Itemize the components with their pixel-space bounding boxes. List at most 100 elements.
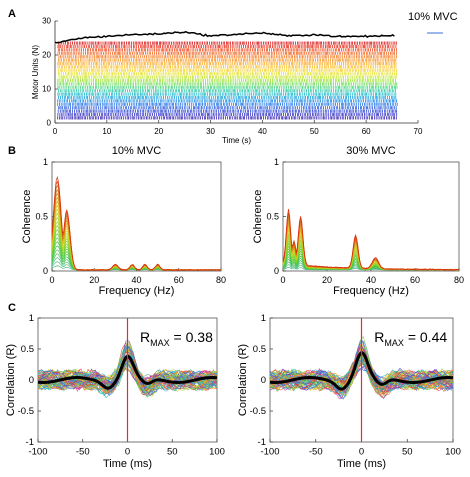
coherence-10-coherence-curve (51, 229, 222, 271)
motor-unit-raster-x-tick-label: 20 (154, 127, 163, 136)
coherence-10-y-axis-label: Coherence (21, 190, 33, 244)
coherence-30-coherence-curve (282, 224, 460, 271)
coherence-10-x-tick-label: 80 (216, 275, 226, 285)
corr-30-y-tick-label: -1 (258, 437, 266, 448)
coherence-10-coherence-curve (51, 196, 221, 271)
coherence-30-y-axis-label: Coherence (252, 190, 264, 244)
corr-10-y-tick-label: 0.5 (21, 344, 34, 355)
coherence-30-coherence-curve (282, 214, 459, 271)
motor-unit-spike-train (57, 99, 397, 103)
motor-unit-spike-train (57, 44, 397, 49)
coherence-10-x-axis-label: Frequency (Hz) (99, 285, 175, 297)
coherence-10-x-tick-label: 60 (174, 275, 184, 285)
corr-30-rmax-annotation: RMAX = 0.44 (374, 329, 447, 348)
coherence-10-coherence-curve (51, 224, 222, 271)
corr-10-y-tick-label: -0.5 (18, 406, 34, 417)
coherence-30-coherence-curve (282, 212, 460, 271)
corr-30-x-tick-label: 0 (359, 447, 364, 458)
corr-10-x-axis-label: Time (ms) (103, 458, 152, 470)
coherence-10-coherence-curve (51, 200, 222, 271)
coherence-10-coherence-curve (51, 188, 222, 271)
coherence-30-coherence-curve (282, 208, 460, 271)
coherence-10-title: 10% MVC (112, 145, 162, 157)
coherence-10-coherence-curve (51, 176, 221, 271)
force-level-label: 10% MVC (408, 11, 458, 23)
corr-30-x-tick-label: 50 (402, 447, 413, 458)
coherence-30-x-tick-label: 0 (280, 275, 285, 285)
motor-unit-spike-train (57, 61, 397, 66)
coherence-10-coherence-curve (51, 216, 222, 271)
coherence-10-coherence-curve (51, 237, 222, 271)
coherence-10-coherence-curve (51, 180, 222, 271)
coherence-10-coherence-curve (51, 249, 222, 271)
coherence-30-x-tick-label: 20 (322, 275, 332, 285)
corr-10-x-tick-label: -100 (28, 447, 47, 458)
corr-10-x-tick-label: -50 (76, 447, 90, 458)
motor-unit-raster-y-tick-label: 30 (42, 17, 51, 26)
motor-unit-spike-train (58, 95, 397, 100)
motor-unit-spike-train (57, 65, 397, 69)
corr-30-y-axis-label: Correlation (R) (237, 344, 249, 416)
motor-unit-spike-train (57, 85, 398, 89)
motor-unit-raster-y-tick-label: 0 (47, 119, 52, 128)
panel-label-b: B (8, 145, 16, 157)
motor-unit-spike-train (57, 102, 398, 106)
motor-unit-spike-train (57, 92, 397, 96)
motor-unit-raster-y-tick-label: 20 (42, 51, 51, 60)
corr-30-x-tick-label: 100 (445, 447, 461, 458)
corr-30-y-tick-label: 0 (261, 375, 266, 386)
corr-10-y-tick-label: -1 (26, 437, 34, 448)
motor-unit-raster-x-tick-label: 70 (414, 127, 423, 136)
coherence-30-plot-frame (282, 161, 460, 272)
coherence-10-coherence-curve (51, 208, 222, 271)
motor-unit-spike-train (57, 82, 397, 86)
corr-30-x-tick-label: -100 (260, 447, 279, 458)
coherence-10-coherence-curve (51, 184, 222, 271)
coherence-10-x-tick-label: 0 (49, 275, 54, 285)
coherence-30-y-tick-label: 1 (274, 157, 279, 167)
motor-unit-spike-train (57, 112, 398, 117)
corr-10-y-tick-label: 0 (29, 375, 34, 386)
coherence-10-coherence-curve (51, 253, 222, 271)
corr-10-y-axis-label: Correlation (R) (5, 344, 17, 416)
motor-unit-raster-y-tick-label: 10 (42, 85, 51, 94)
coherence-10-coherence-curve (51, 221, 222, 271)
motor-unit-spike-train (57, 48, 397, 52)
coherence-30-coherence-curve (282, 220, 460, 271)
coherence-30-y-tick-label: 0 (274, 266, 279, 276)
corr-30-y-tick-label: 1 (261, 313, 266, 324)
coherence-10-y-tick-label: 1 (43, 157, 48, 167)
motor-unit-raster-x-tick-label: 60 (362, 127, 371, 136)
motor-unit-spike-train (57, 78, 396, 83)
coherence-10-x-tick-label: 40 (131, 275, 141, 285)
coherence-30-coherence-curve (282, 217, 460, 271)
coherence-30-coherence-curve (282, 222, 460, 271)
panel-label-a: A (8, 8, 16, 20)
motor-unit-raster-x-tick-label: 10 (102, 127, 111, 136)
corr-30-x-axis-label: Time (ms) (337, 458, 386, 470)
motor-unit-raster-x-axis-label: Time (s) (222, 136, 251, 145)
corr-10-x-tick-label: 0 (125, 447, 130, 458)
coherence-10-coherence-curve (51, 245, 222, 271)
coherence-10-plot-frame (51, 161, 222, 272)
corr-10-x-tick-label: 50 (167, 447, 178, 458)
corr-30-y-tick-label: -0.5 (250, 406, 266, 417)
motor-unit-spike-train (57, 51, 397, 55)
motor-unit-spike-train (58, 41, 397, 45)
motor-unit-spike-train (58, 89, 396, 93)
motor-unit-spike-train (58, 75, 397, 79)
coherence-30-x-tick-label: 40 (366, 275, 376, 285)
coherence-30-x-axis-label: Frequency (Hz) (333, 285, 409, 297)
corr-10-rmax-annotation: RMAX = 0.38 (140, 329, 213, 348)
corr-10-x-tick-label: 100 (209, 447, 225, 458)
motor-unit-spike-train (58, 58, 397, 62)
coherence-10-y-tick-label: 0 (43, 266, 48, 276)
coherence-10-coherence-curve (51, 204, 222, 271)
motor-unit-spike-train (57, 109, 397, 113)
motor-unit-spike-train (58, 55, 397, 59)
coherence-10-y-tick-label: 0.5 (35, 212, 48, 222)
panel-label-c: C (8, 302, 16, 314)
motor-unit-raster-y-axis-label: Motor Units (N) (31, 45, 40, 100)
coherence-30-x-tick-label: 80 (454, 275, 464, 285)
